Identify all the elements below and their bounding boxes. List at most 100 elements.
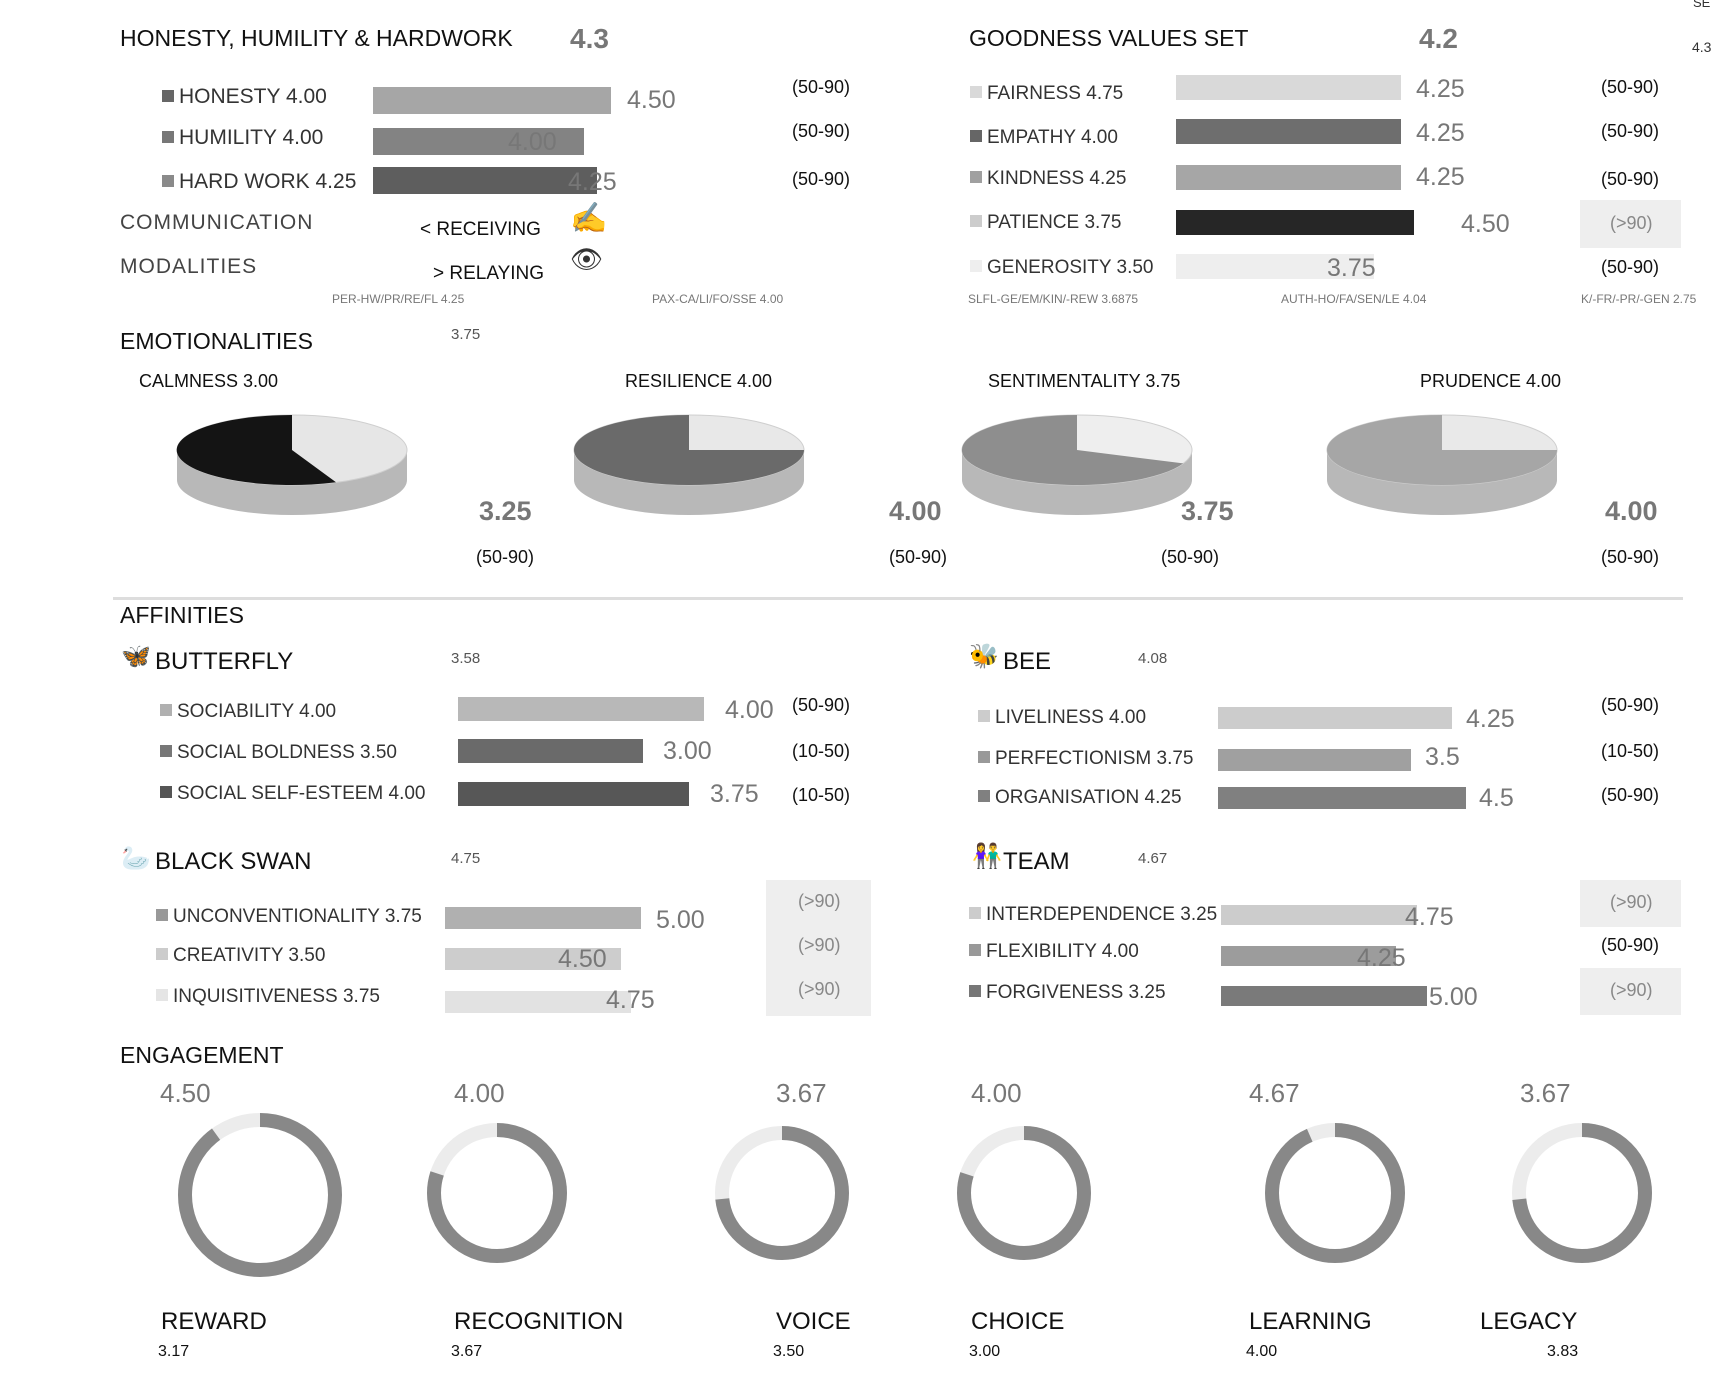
swan-row-1: CREATIVITY 3.50 — [156, 946, 325, 965]
bar-organisation — [1218, 787, 1466, 809]
bar-label-liveliness: LIVELINESS 4.00 — [995, 707, 1147, 728]
pie-range-calmness: (50-90) — [476, 547, 535, 567]
team-title: TEAM — [1003, 848, 1070, 875]
legend-swatch — [162, 90, 174, 102]
bar-value-humility: 4.00 — [508, 128, 557, 156]
legend-swatch — [969, 985, 981, 997]
bar-label-organisation: ORGANISATION 4.25 — [995, 787, 1182, 808]
communication-label: COMMUNICATION — [120, 211, 314, 234]
bar-liveliness — [1218, 707, 1452, 729]
range-highlight-box: (>90) — [1580, 880, 1681, 927]
donut-label-learning: LEARNING — [1249, 1308, 1372, 1335]
bar-value-empathy: 4.25 — [1416, 119, 1465, 147]
team-row-0: INTERDEPENDENCE 3.25 — [969, 905, 1217, 924]
donut-label-choice: CHOICE — [971, 1308, 1065, 1335]
range-sociability: (50-90) — [792, 695, 851, 715]
range-highlight-box: (>90) (>90) (>90) — [766, 880, 871, 1016]
range-organisation: (50-90) — [1601, 785, 1660, 805]
pie-range-sentimentality: (50-90) — [1161, 547, 1220, 567]
edge-score: 4.3 — [1692, 39, 1712, 55]
range-unconventionality: (>90) — [798, 891, 841, 911]
bar-label-inquisitiveness: INQUISITIVENESS 3.75 — [173, 986, 380, 1007]
affinities-title: AFFINITIES — [120, 602, 244, 628]
donut-arc-3 — [957, 1126, 1091, 1260]
team-row-2: FORGIVENESS 3.25 — [969, 983, 1166, 1002]
bee-row-0: LIVELINESS 4.00 — [978, 708, 1146, 727]
bar-label-hard-work: HARD WORK 4.25 — [179, 170, 357, 193]
bar-flexibility — [1221, 946, 1396, 966]
bar-value-creativity: 4.50 — [558, 945, 607, 973]
range-highlight-box: (>90) — [1580, 200, 1681, 248]
bar-value-organisation: 4.5 — [1479, 784, 1514, 812]
donut-arc-1 — [427, 1123, 567, 1263]
legend-swatch — [970, 215, 982, 227]
goodness-row-3: PATIENCE 3.75 — [970, 213, 1121, 232]
bee-score: 4.08 — [1138, 650, 1168, 667]
donut-value-legacy: 3.67 — [1520, 1078, 1571, 1108]
legend-swatch — [156, 989, 168, 1001]
pie-title-sentimentality: SENTIMENTALITY 3.75 — [988, 371, 1181, 391]
donut-sub-learning: 4.00 — [1246, 1343, 1278, 1360]
bar-social-boldness — [458, 739, 643, 763]
bar-value-social-self-esteem: 3.75 — [710, 780, 759, 808]
legend-swatch — [156, 909, 168, 921]
bar-interdependence — [1221, 905, 1417, 925]
bar-sociability — [458, 697, 704, 721]
pie-value-slice-0 — [176, 414, 336, 485]
eye-icon: 👁 — [570, 244, 604, 274]
bar-label-sociability: SOCIABILITY 4.00 — [177, 701, 337, 722]
writing-hand-icon: ✍ — [570, 202, 608, 235]
bee-row-1: PERFECTIONISM 3.75 — [978, 749, 1194, 768]
footer-goodness-3: K/-FR/-PR/-GEN 2.75 — [1581, 292, 1697, 306]
bar-inquisitiveness — [445, 991, 631, 1013]
donut-value-voice: 3.67 — [776, 1078, 827, 1108]
black-swan-title: BLACK SWAN — [155, 848, 312, 875]
range-highlight-box: (>90) — [1580, 968, 1681, 1015]
donut-arc-0 — [178, 1113, 342, 1277]
pie-value-resilience: 4.00 — [889, 496, 942, 526]
swan-icon: 🦢 — [121, 845, 151, 872]
bar-humility — [373, 128, 584, 155]
bar-value-generosity: 3.75 — [1327, 254, 1376, 282]
pie-title-prudence: PRUDENCE 4.00 — [1420, 371, 1562, 391]
goodness-title: GOODNESS VALUES SET — [969, 25, 1249, 51]
bar-label-creativity: CREATIVITY 3.50 — [173, 945, 326, 966]
bar-patience — [1176, 210, 1414, 235]
donut-sub-legacy: 3.83 — [1547, 1343, 1579, 1360]
bee-icon: 🐝 — [969, 643, 999, 670]
bee-title: BEE — [1003, 648, 1052, 675]
honesty-swatch-label-1: HUMILITY 4.00 — [162, 127, 323, 148]
edge-clipped-text: SE — [1693, 0, 1711, 10]
bar-label-social-self-esteem: SOCIAL SELF-ESTEEM 4.00 — [177, 783, 426, 804]
donut-sub-recognition: 3.67 — [451, 1343, 483, 1360]
bar-empathy — [1176, 119, 1401, 144]
range-empathy: (50-90) — [1601, 121, 1660, 141]
range-humility: (50-90) — [792, 121, 851, 141]
legend-swatch — [160, 745, 172, 757]
bar-perfectionism — [1218, 749, 1411, 771]
butterfly-row-1: SOCIAL BOLDNESS 3.50 — [160, 743, 397, 762]
swan-row-2: INQUISITIVENESS 3.75 — [156, 987, 380, 1006]
range-honesty: (50-90) — [792, 77, 851, 97]
donut-label-recognition: RECOGNITION — [454, 1308, 624, 1335]
bar-unconventionality — [445, 907, 641, 929]
donut-sub-choice: 3.00 — [969, 1343, 1001, 1360]
team-row-1: FLEXIBILITY 4.00 — [969, 942, 1139, 961]
section-divider — [113, 597, 1683, 600]
bar-label-unconventionality: UNCONVENTIONALITY 3.75 — [173, 906, 422, 927]
bar-social-self-esteem — [458, 782, 689, 806]
bar-label-fairness: FAIRNESS 4.75 — [987, 83, 1124, 104]
butterfly-title: BUTTERFLY — [155, 648, 294, 675]
team-icon: 👫 — [972, 843, 1002, 870]
pie-value-slice-2 — [961, 415, 1184, 485]
legend-swatch — [156, 948, 168, 960]
bar-label-forgiveness: FORGIVENESS 3.25 — [986, 982, 1166, 1003]
bar-label-flexibility: FLEXIBILITY 4.00 — [986, 941, 1139, 962]
butterfly-row-0: SOCIABILITY 4.00 — [160, 702, 336, 721]
legend-swatch — [162, 131, 174, 143]
swan-row-0: UNCONVENTIONALITY 3.75 — [156, 907, 422, 926]
bar-value-forgiveness: 5.00 — [1429, 983, 1478, 1011]
footer-honesty-right: PAX-CA/LI/FO/SSE 4.00 — [652, 292, 784, 306]
donut-value-recognition: 4.00 — [454, 1078, 505, 1108]
